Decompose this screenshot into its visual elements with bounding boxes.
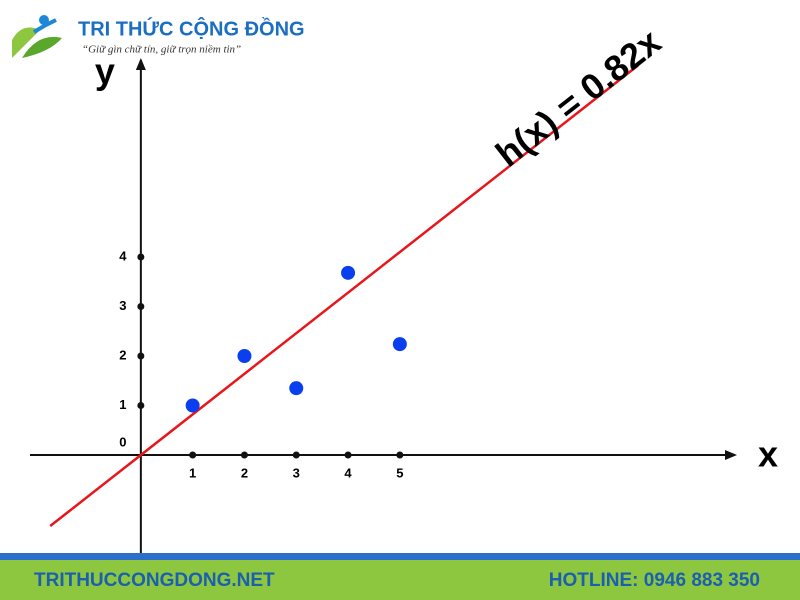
data-point	[392, 337, 407, 352]
y-tick-label: 2	[119, 347, 126, 362]
origin-label: 0	[119, 434, 126, 449]
fit-equation: h(x) = 0.82x	[488, 21, 668, 175]
plot: x y 0 1 2 3 4 5 1 2 3 4 h(x) = 0.82x	[30, 21, 778, 555]
y-tick-label: 3	[119, 298, 126, 313]
x-tick-label: 3	[293, 465, 300, 480]
x-axis-label: x	[758, 434, 778, 475]
x-tick	[189, 451, 197, 459]
tagline: “Giữ gìn chữ tín, giữ trọn niềm tin”	[82, 44, 241, 56]
y-tick-label: 1	[119, 397, 126, 412]
x-tick	[344, 451, 352, 459]
x-tick	[292, 451, 300, 459]
y-tick	[137, 253, 145, 261]
footer-stripe	[0, 553, 800, 560]
data-point	[185, 398, 200, 413]
x-tick-label: 4	[344, 465, 352, 480]
y-tick	[137, 352, 145, 360]
hotline: HOTLINE: 0946 883 350	[549, 570, 760, 591]
data-point	[289, 381, 304, 396]
fit-line	[49, 64, 639, 528]
footer-band	[0, 560, 800, 600]
data-point	[237, 349, 252, 364]
y-tick	[137, 303, 145, 311]
x-tick	[240, 451, 248, 459]
x-tick-label: 5	[396, 465, 403, 480]
y-axis-label: y	[95, 51, 115, 92]
website: TRITHUCCONGDONG.NET	[34, 570, 275, 591]
data-point	[341, 265, 356, 280]
x-tick	[396, 451, 404, 459]
x-tick-label: 1	[189, 465, 196, 480]
logo	[12, 15, 62, 58]
y-tick	[137, 402, 145, 410]
y-tick-label: 4	[119, 248, 127, 263]
x-tick-label: 2	[241, 465, 248, 480]
brand: TRI THỨC CỘNG ĐỒNG	[78, 16, 305, 40]
